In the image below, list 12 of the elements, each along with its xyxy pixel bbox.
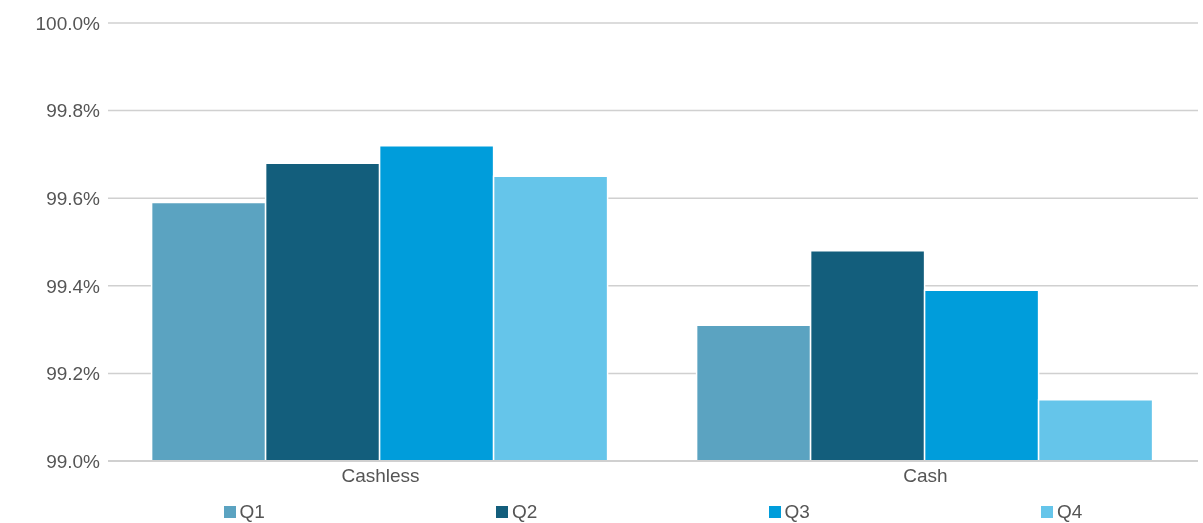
y-tick-label: 100.0% xyxy=(35,12,101,34)
legend-label: Q1 xyxy=(238,501,265,523)
x-tick-label: Cash xyxy=(903,465,948,487)
y-tick-label: 99.4% xyxy=(46,275,101,297)
y-tick-label: 99.0% xyxy=(46,450,101,472)
y-tick-label: 99.6% xyxy=(46,187,101,209)
legend-label: Q4 xyxy=(1056,501,1083,523)
y-tick-label: 99.8% xyxy=(46,100,101,122)
legend-label: Q2 xyxy=(511,501,538,523)
y-tick-label: 99.2% xyxy=(46,363,101,385)
legend-label: Q3 xyxy=(783,501,810,523)
x-tick-label: Cashless xyxy=(341,465,420,487)
